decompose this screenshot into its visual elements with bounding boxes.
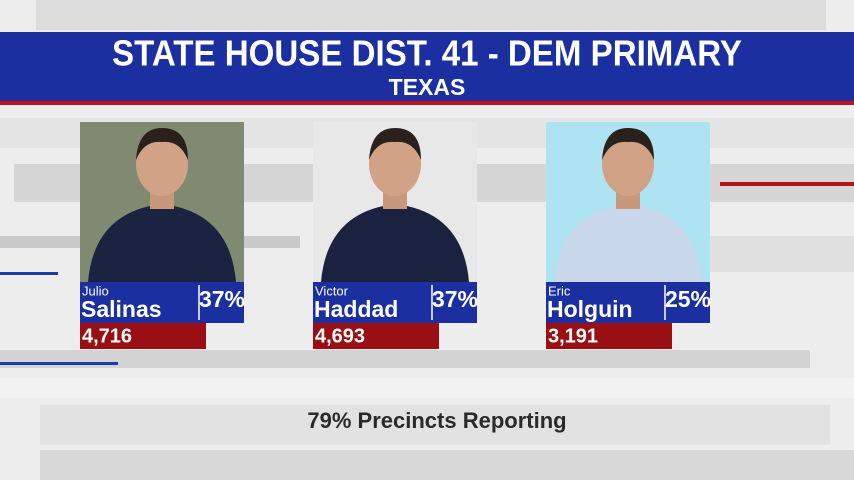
vote-percent: 37%	[199, 286, 245, 312]
vote-count: 4,716	[82, 325, 132, 347]
votes-bar	[80, 323, 206, 349]
photo-hair	[369, 128, 421, 160]
photo-body	[321, 204, 469, 282]
first-name: Victor	[315, 283, 349, 298]
vote-count: 3,191	[548, 325, 598, 347]
photo-head	[136, 132, 188, 196]
accent-line	[0, 362, 118, 365]
last-name: Salinas	[81, 296, 162, 322]
header-band	[0, 32, 854, 104]
title: STATE HOUSE DIST. 41 - DEM PRIMARY	[112, 33, 742, 74]
accent-line	[0, 272, 58, 275]
photo-head	[602, 132, 654, 196]
subtitle: TEXAS	[389, 74, 466, 100]
photo-hair	[602, 128, 654, 160]
last-name: Haddad	[314, 296, 398, 322]
precincts-reporting: 79% Precincts Reporting	[307, 408, 566, 433]
name-bar	[313, 282, 477, 323]
votes-bar	[313, 323, 439, 349]
vote-percent: 25%	[665, 286, 711, 312]
header-rule	[0, 101, 854, 105]
name-bar	[80, 282, 244, 323]
first-name: Julio	[82, 283, 109, 298]
accent-line	[720, 182, 854, 186]
photo-hair	[136, 128, 188, 160]
votes-bar	[546, 323, 672, 349]
photo-body	[88, 204, 236, 282]
photo-body	[554, 204, 702, 282]
photo-head	[369, 132, 421, 196]
first-name: Eric	[548, 283, 571, 298]
vote-count: 4,693	[315, 325, 365, 347]
vote-percent: 37%	[432, 286, 478, 312]
name-bar	[546, 282, 710, 323]
last-name: Holguin	[547, 296, 633, 322]
